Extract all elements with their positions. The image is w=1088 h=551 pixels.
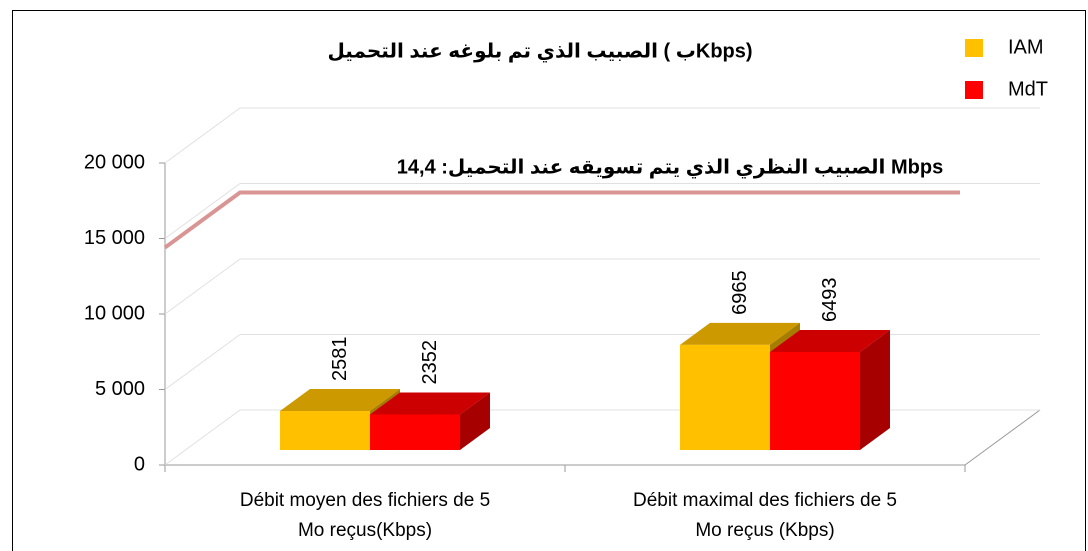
grid-line — [164, 334, 241, 390]
grid-line — [164, 258, 241, 315]
reference-line — [163, 190, 960, 250]
legend-swatch — [965, 81, 983, 99]
value-label: 6493 — [819, 277, 841, 322]
x-tick-label: Mo reçus (Kbps) — [695, 520, 834, 541]
grid-line — [164, 107, 241, 164]
bar — [280, 411, 370, 450]
bar-top — [370, 392, 490, 415]
legend-swatch — [965, 39, 983, 57]
chart-title: الصبيب الذي تم بلوغه عند التحميل ( بKbps… — [327, 40, 752, 63]
y-tick-label: 20 000 — [84, 151, 145, 173]
value-label: 6965 — [729, 270, 751, 315]
legend-label: MdT — [1008, 78, 1048, 100]
y-tick-label: 5 000 — [95, 378, 145, 400]
y-tick-label: 15 000 — [84, 227, 145, 249]
y-tick-label: 0 — [134, 453, 145, 475]
bar — [770, 351, 860, 450]
annotation: الصبيب النظري الذي يتم تسويقه عند التحمي… — [397, 156, 943, 179]
legend-label: IAM — [1008, 36, 1044, 58]
bar-side — [460, 392, 490, 450]
value-label: 2352 — [419, 340, 441, 385]
grid-line — [164, 409, 241, 466]
x-tick-label: Mo reçus(Kbps) — [298, 520, 432, 541]
bar-top — [680, 322, 800, 345]
grid-line — [164, 183, 241, 239]
chart-border — [12, 10, 1086, 551]
y-tick-label: 10 000 — [84, 302, 145, 324]
x-tick-label: Débit maximal des fichiers de 5 — [633, 490, 897, 511]
bar-top — [280, 389, 400, 412]
bar — [680, 344, 770, 450]
bar-side — [860, 329, 890, 450]
floor-edge — [964, 409, 1041, 466]
bar — [370, 414, 460, 450]
bar-top — [770, 329, 890, 352]
value-label: 2581 — [329, 337, 351, 382]
x-tick-label: Débit moyen des fichiers de 5 — [240, 490, 490, 511]
